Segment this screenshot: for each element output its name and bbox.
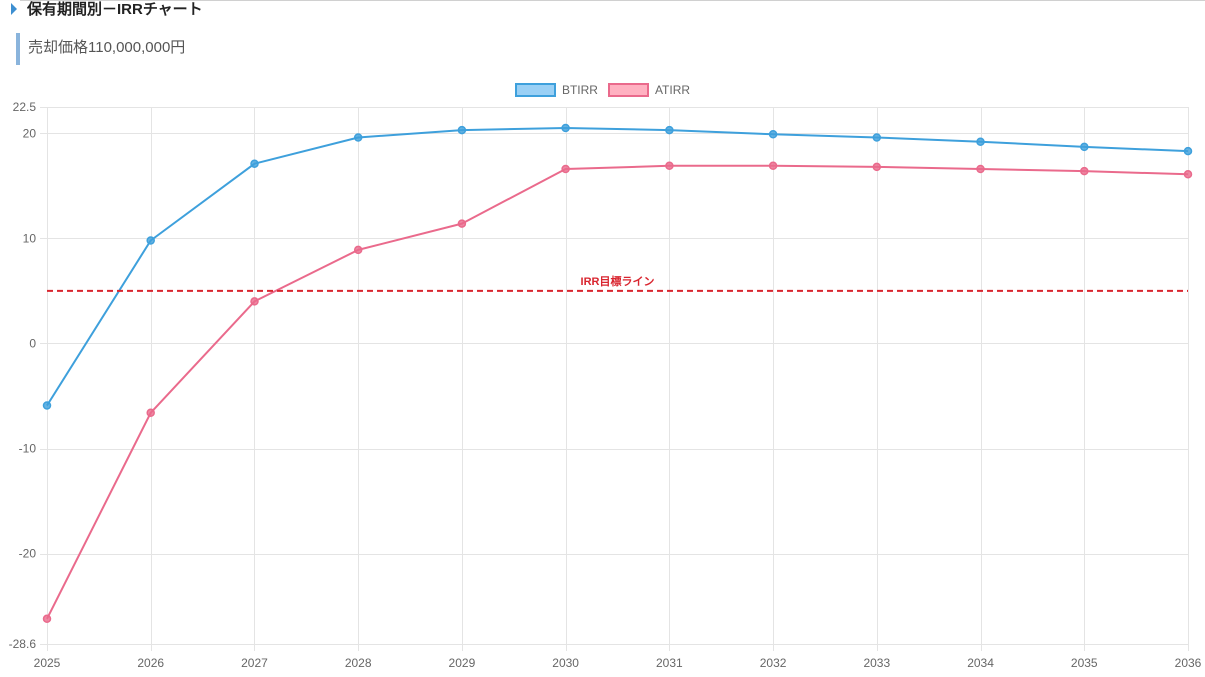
x-tick-label: 2029 — [449, 656, 476, 670]
btirr-point-2030 — [561, 123, 570, 133]
atirr-point-2036 — [1183, 170, 1193, 179]
series-line-btirr — [46, 127, 1189, 407]
x-tick-label: 2031 — [656, 656, 683, 670]
y-tick-label: -28.6 — [9, 637, 37, 651]
series-layer — [42, 123, 1193, 624]
y-tick-label: -10 — [19, 442, 37, 456]
btirr-point-2025 — [42, 401, 52, 410]
atirr-point-2035 — [1080, 166, 1089, 176]
series-line-atirr — [46, 164, 1189, 620]
x-gridlines — [47, 107, 1189, 651]
y-tick-label: 20 — [23, 126, 37, 140]
legend-item-btirr[interactable]: BTIRR — [514, 83, 598, 97]
btirr-point-2026 — [146, 236, 155, 245]
atirr-point-2028 — [353, 245, 363, 255]
x-tick-labels: 2025 2026 2027 2028 2029 2030 2031 2032 2033 2034… — [34, 656, 1202, 670]
legend-label-btirr: BTIRR — [561, 83, 598, 97]
x-tick-label: 2032 — [760, 656, 787, 670]
btirr-point-2031 — [665, 125, 674, 135]
y-tick-labels: 22.5 20 10 0 -10 -20 -28.6 — [9, 100, 37, 651]
legend-swatch-atirr — [607, 83, 649, 97]
x-tick-label: 2030 — [552, 656, 579, 670]
legend-label-atirr: ATIRR — [654, 83, 691, 97]
series-atirr — [42, 161, 1193, 624]
x-tick-label: 2036 — [1175, 656, 1202, 670]
triangle-right-icon — [11, 3, 17, 15]
btirr-point-2036 — [1183, 146, 1193, 156]
atirr-point-2026 — [146, 408, 155, 418]
sale-price-label: 売却価格110,000,000円 — [28, 39, 186, 56]
x-tick-label: 2035 — [1071, 656, 1098, 670]
btirr-point-2028 — [353, 133, 363, 142]
btirr-point-2033 — [872, 133, 882, 142]
y-tick-label: 10 — [23, 231, 37, 245]
btirr-point-2027 — [250, 159, 259, 168]
atirr-point-2030 — [561, 164, 570, 174]
btirr-point-2035 — [1080, 142, 1089, 152]
x-tick-label: 2028 — [345, 656, 372, 670]
atirr-point-2029 — [457, 219, 467, 228]
y-gridlines — [40, 107, 1188, 645]
y-tick-label: -20 — [19, 547, 37, 561]
top-divider — [20, 0, 1205, 1]
x-tick-label: 2027 — [241, 656, 268, 670]
btirr-point-2029 — [457, 125, 467, 135]
y-tick-label: 0 — [29, 336, 36, 350]
irr-target-line-label: IRR目標ライン — [581, 274, 655, 288]
page-title: 保有期間別－IRRチャート — [27, 1, 203, 18]
x-tick-label: 2033 — [863, 656, 890, 670]
x-tick-label: 2034 — [967, 656, 994, 670]
chart-legend: BTIRR ATIRR — [0, 83, 1205, 97]
atirr-point-2033 — [872, 162, 882, 172]
atirr-point-2032 — [768, 161, 778, 171]
atirr-point-2031 — [665, 161, 674, 171]
btirr-point-2032 — [768, 130, 778, 139]
btirr-point-2034 — [976, 137, 985, 146]
y-tick-label: 22.5 — [13, 100, 37, 114]
atirr-point-2034 — [976, 164, 985, 174]
series-btirr — [42, 123, 1193, 410]
legend-swatch-btirr — [514, 83, 556, 97]
x-tick-label: 2026 — [137, 656, 164, 670]
atirr-point-2027 — [250, 297, 259, 306]
atirr-point-2025 — [42, 614, 52, 624]
sale-price-accent-bar — [16, 33, 20, 65]
x-tick-label: 2025 — [34, 656, 61, 670]
legend-item-atirr[interactable]: ATIRR — [607, 83, 691, 97]
